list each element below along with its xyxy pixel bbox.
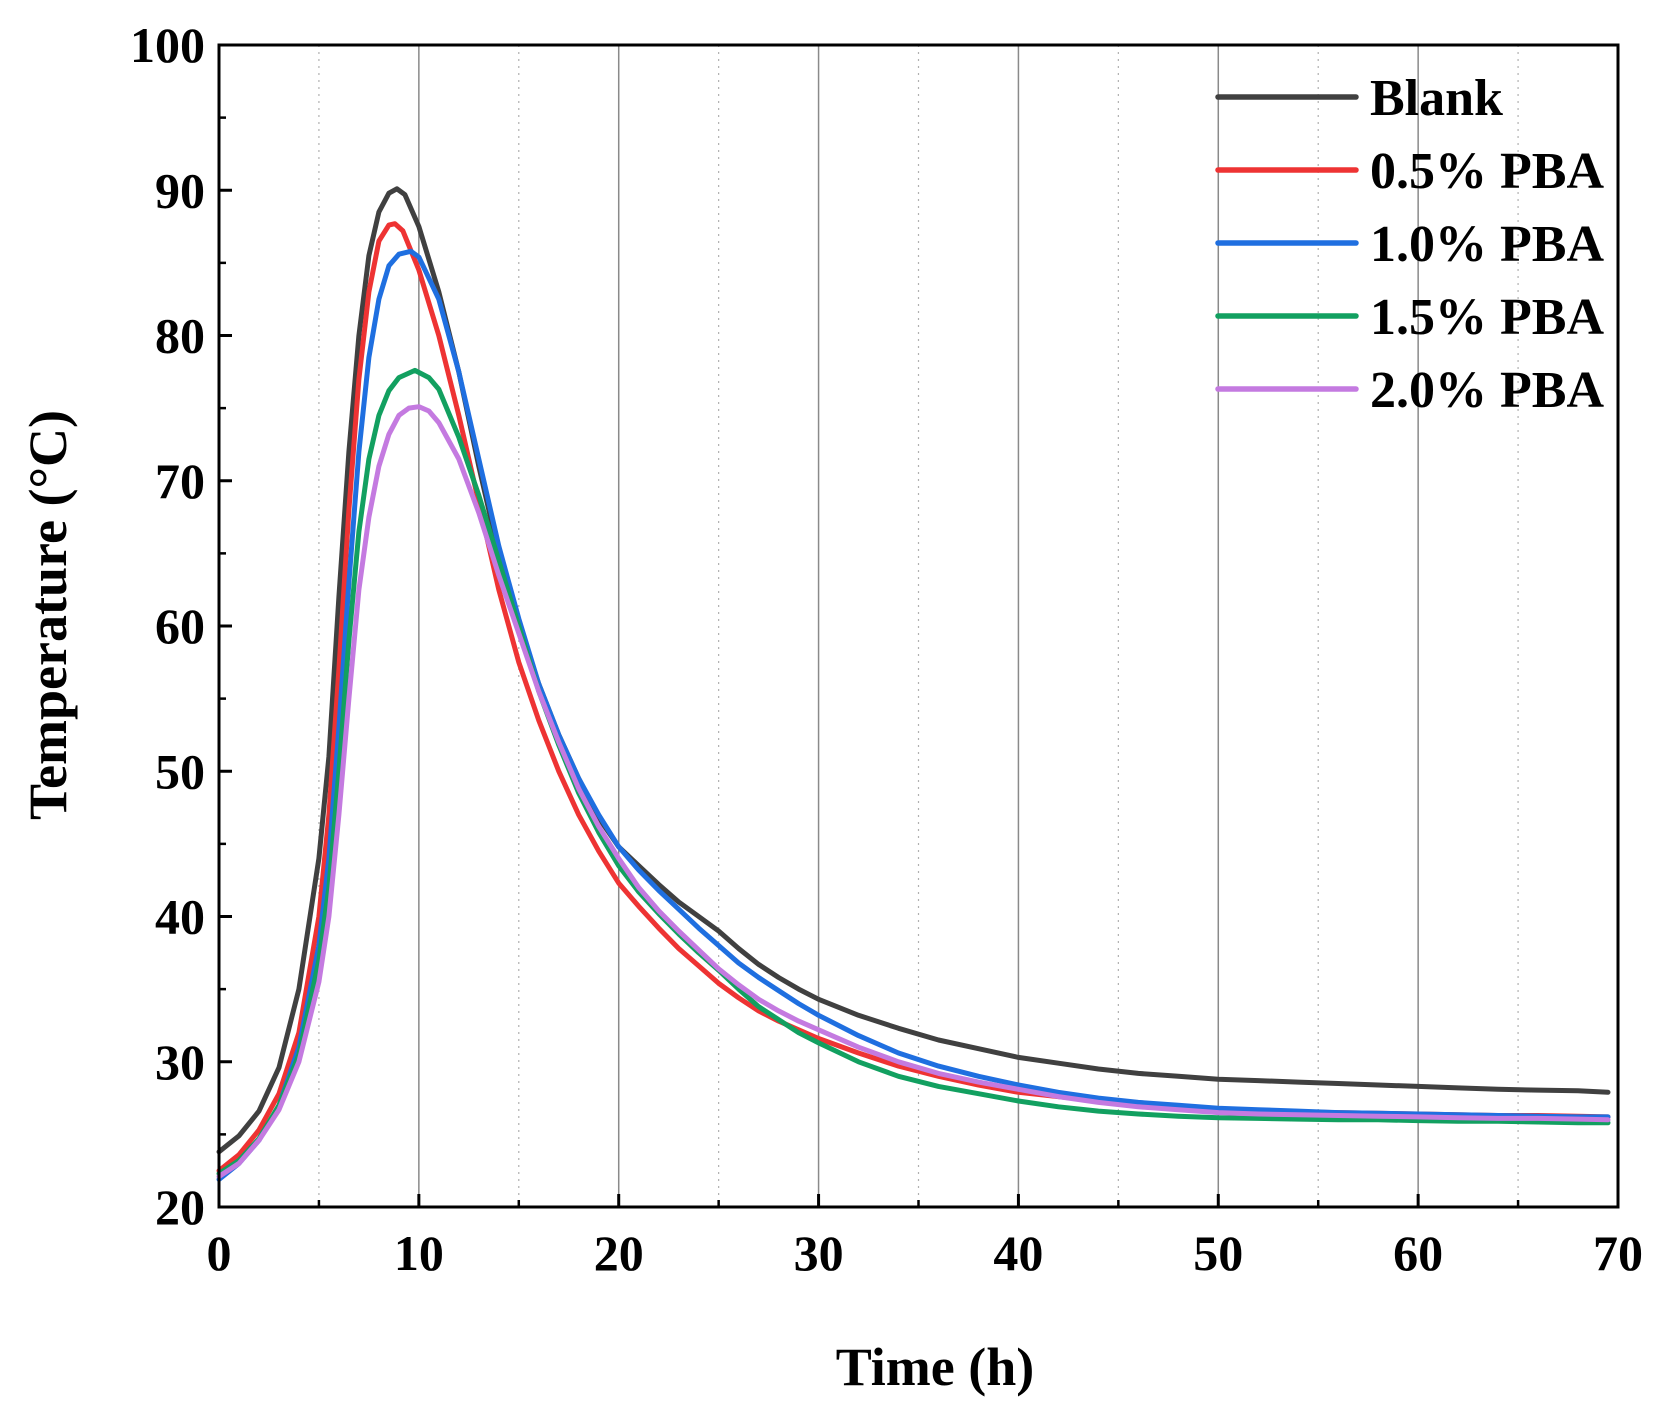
grid-lines [318, 45, 1519, 1207]
y-tick-label-80: 80 [155, 308, 205, 364]
x-tick-label-40: 40 [993, 1225, 1043, 1281]
x-tick-label-0: 0 [207, 1225, 232, 1281]
legend-label-0: Blank [1370, 70, 1503, 127]
y-tick-label-70: 70 [155, 453, 205, 509]
y-tick-label-20: 20 [155, 1179, 205, 1235]
x-tick-label-10: 10 [394, 1225, 444, 1281]
y-tick-label-90: 90 [155, 162, 205, 218]
y-axis-title: Temperature (°C) [18, 410, 78, 820]
x-tick-label-30: 30 [794, 1225, 844, 1281]
y-tick-label-30: 30 [155, 1034, 205, 1090]
y-tick-label-60: 60 [155, 598, 205, 654]
series-line-0 [216, 186, 1611, 1155]
legend: Blank 0.5% PBA 1.0% PBA 1.5% PBA 2.0% PBA [1215, 70, 1604, 419]
data-series [216, 186, 1611, 1182]
legend-label-2: 1.0% PBA [1370, 216, 1604, 273]
legend-label-4: 2.0% PBA [1370, 362, 1604, 419]
x-tick-label-50: 50 [1193, 1225, 1243, 1281]
y-tick-label-50: 50 [155, 743, 205, 799]
legend-label-1: 0.5% PBA [1370, 143, 1604, 200]
series-line-2 [216, 248, 1611, 1182]
x-axis-title: Time (h) [836, 1337, 1035, 1397]
x-tick-label-60: 60 [1393, 1225, 1443, 1281]
y-tick-label-100: 100 [130, 17, 205, 73]
series-line-4 [216, 404, 1611, 1179]
ticks: 0 10 20 30 40 50 60 70 20 30 40 50 60 70 80 90 100 [130, 17, 1643, 1281]
series-line-3 [216, 367, 1611, 1177]
x-tick-label-20: 20 [594, 1225, 644, 1281]
y-tick-label-40: 40 [155, 889, 205, 945]
x-tick-label-70: 70 [1593, 1225, 1643, 1281]
legend-label-3: 1.5% PBA [1370, 289, 1604, 346]
